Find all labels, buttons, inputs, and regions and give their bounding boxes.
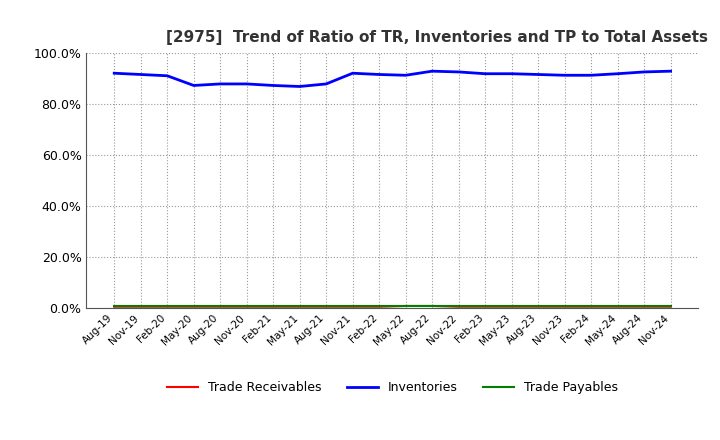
Trade Payables <box>375 304 384 309</box>
Inventories <box>534 72 542 77</box>
Trade Payables <box>613 304 622 309</box>
Inventories <box>375 72 384 77</box>
Trade Payables <box>587 304 595 309</box>
Trade Payables <box>136 304 145 309</box>
Trade Payables <box>454 304 463 309</box>
Trade Receivables <box>189 304 198 309</box>
Trade Payables <box>401 304 410 309</box>
Trade Receivables <box>508 304 516 309</box>
Trade Payables <box>295 304 304 309</box>
Inventories <box>269 83 277 88</box>
Trade Payables <box>216 304 225 309</box>
Inventories <box>587 73 595 78</box>
Line: Trade Receivables: Trade Receivables <box>114 306 670 307</box>
Trade Receivables <box>613 304 622 309</box>
Inventories <box>666 69 675 74</box>
Trade Payables <box>322 304 330 309</box>
Inventories <box>163 73 171 78</box>
Trade Payables <box>110 304 119 309</box>
Trade Receivables <box>269 304 277 309</box>
Line: Inventories: Inventories <box>114 71 670 87</box>
Trade Receivables <box>243 304 251 309</box>
Inventories <box>560 73 569 78</box>
Trade Receivables <box>666 304 675 309</box>
Inventories <box>640 69 649 74</box>
Text: [2975]  Trend of Ratio of TR, Inventories and TP to Total Assets: [2975] Trend of Ratio of TR, Inventories… <box>166 29 708 45</box>
Trade Payables <box>189 304 198 309</box>
Inventories <box>508 71 516 77</box>
Trade Receivables <box>560 304 569 309</box>
Trade Receivables <box>454 304 463 309</box>
Trade Payables <box>534 304 542 309</box>
Trade Receivables <box>534 304 542 309</box>
Inventories <box>295 84 304 89</box>
Inventories <box>189 83 198 88</box>
Trade Payables <box>508 304 516 309</box>
Inventories <box>110 70 119 76</box>
Inventories <box>401 73 410 78</box>
Inventories <box>348 70 357 76</box>
Trade Receivables <box>428 303 436 308</box>
Trade Receivables <box>640 304 649 309</box>
Inventories <box>613 71 622 77</box>
Trade Receivables <box>216 304 225 309</box>
Trade Payables <box>666 304 675 309</box>
Trade Payables <box>163 304 171 309</box>
Trade Receivables <box>401 303 410 308</box>
Trade Payables <box>560 304 569 309</box>
Inventories <box>243 81 251 87</box>
Inventories <box>481 71 490 77</box>
Inventories <box>136 72 145 77</box>
Trade Receivables <box>481 304 490 309</box>
Trade Receivables <box>163 304 171 309</box>
Legend: Trade Receivables, Inventories, Trade Payables: Trade Receivables, Inventories, Trade Pa… <box>162 376 623 399</box>
Trade Payables <box>481 304 490 309</box>
Trade Receivables <box>110 304 119 309</box>
Trade Payables <box>269 304 277 309</box>
Trade Payables <box>428 304 436 309</box>
Trade Receivables <box>348 304 357 309</box>
Trade Receivables <box>295 304 304 309</box>
Inventories <box>454 69 463 74</box>
Inventories <box>216 81 225 87</box>
Trade Receivables <box>136 304 145 309</box>
Inventories <box>322 81 330 87</box>
Trade Receivables <box>375 304 384 309</box>
Trade Payables <box>243 304 251 309</box>
Inventories <box>428 69 436 74</box>
Trade Payables <box>640 304 649 309</box>
Trade Payables <box>348 304 357 309</box>
Trade Receivables <box>322 304 330 309</box>
Trade Receivables <box>587 304 595 309</box>
